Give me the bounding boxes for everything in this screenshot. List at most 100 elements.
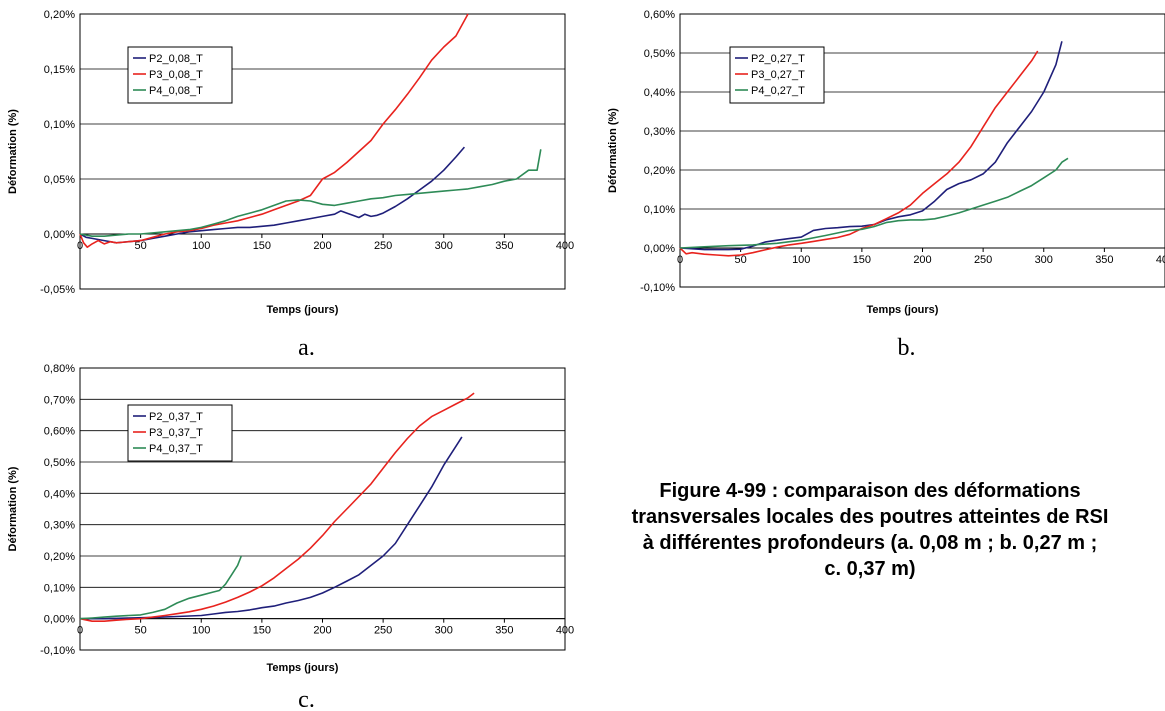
x-tick-label: 300 — [1035, 254, 1053, 266]
x-tick-label: 150 — [253, 625, 271, 637]
y-tick-label: 0,10% — [44, 119, 75, 131]
y-axis-ticks: -0,05% 0,00% 0,05% 0,10% 0,15% 0,20% — [40, 9, 75, 296]
x-tick-label: 400 — [556, 240, 574, 252]
legend-label: P2_0,08_T — [149, 53, 203, 65]
x-tick-label: 350 — [495, 625, 513, 637]
y-tick-label: 0,00% — [44, 614, 75, 626]
y-tick-label: -0,05% — [40, 284, 75, 296]
y-tick-label: 0,05% — [44, 174, 75, 186]
legend-box — [729, 46, 825, 104]
y-axis-ticks: -0,10% 0,00% 0,10% 0,20% 0,30% 0,40% 0,50% 0,60… — [40, 363, 75, 657]
legend-box — [127, 46, 233, 104]
x-axis-label: Temps (jours) — [267, 304, 339, 316]
y-tick-label: 0,30% — [644, 126, 675, 138]
series-lines — [79, 392, 475, 622]
y-tick-label: 0,00% — [644, 243, 675, 255]
x-tick-label: 200 — [313, 240, 331, 252]
y-tick-label: 0,00% — [44, 229, 75, 241]
series-line — [679, 41, 1063, 251]
y-axis-label: Déformation (%) — [7, 466, 19, 551]
y-tick-label: -0,10% — [40, 645, 75, 657]
chart-panel-c: -0,10% 0,00% 0,10% 0,20% 0,30% 0,40% 0,50% 0,60… — [7, 363, 574, 711]
plot-frame — [679, 13, 1165, 288]
legend-label: P3_0,27_T — [751, 69, 805, 81]
x-tick-label: 300 — [435, 625, 453, 637]
legend-label: P3_0,08_T — [149, 69, 203, 81]
caption-line-2: transversales locales des poutres attein… — [632, 506, 1109, 528]
series-line — [79, 392, 475, 622]
x-axis-ticks: 0 50 100 150 200 250 300 350 400 — [77, 618, 574, 637]
legend-label: P2_0,37_T — [149, 411, 203, 423]
x-tick-label: 0 — [77, 240, 83, 252]
y-tick-label: 0,50% — [644, 48, 675, 60]
legend: P2_0,08_T P3_0,08_T P4_0,08_T — [127, 46, 233, 104]
chart-panel-b: -0,10% 0,00% 0,10% 0,20% 0,30% 0,40% 0,50% 0,60… — [607, 9, 1165, 361]
x-axis-label: Temps (jours) — [267, 662, 339, 674]
panel-label-b: b. — [898, 335, 916, 361]
y-tick-label: 0,15% — [44, 64, 75, 76]
y-tick-label: 0,60% — [644, 9, 675, 21]
y-tick-label: 0,60% — [44, 426, 75, 438]
x-tick-label: 400 — [1156, 254, 1165, 266]
y-tick-label: 0,10% — [44, 582, 75, 594]
x-tick-label: 0 — [677, 254, 683, 266]
y-axis-ticks: -0,10% 0,00% 0,10% 0,20% 0,30% 0,40% 0,50% 0,60… — [640, 9, 675, 294]
panel-label-a: a. — [298, 335, 315, 361]
legend-label: P4_0,37_T — [149, 443, 203, 455]
series-line — [79, 13, 469, 248]
series-line — [80, 436, 463, 620]
y-tick-label: 0,20% — [44, 551, 75, 563]
series-line — [679, 50, 1039, 257]
y-tick-label: 0,30% — [44, 520, 75, 532]
caption-line-3: à différentes profondeurs (a. 0,08 m ; b… — [643, 532, 1098, 554]
legend-label: P3_0,37_T — [149, 427, 203, 439]
y-tick-label: 0,20% — [44, 9, 75, 21]
x-tick-label: 200 — [313, 625, 331, 637]
legend: P2_0,37_T P3_0,37_T P4_0,37_T — [127, 404, 233, 462]
x-tick-label: 100 — [192, 625, 210, 637]
legend-label: P4_0,27_T — [751, 85, 805, 97]
y-tick-label: 0,80% — [44, 363, 75, 375]
x-tick-label: 50 — [135, 625, 147, 637]
y-tick-label: 0,50% — [44, 457, 75, 469]
series-lines — [679, 41, 1069, 257]
y-tick-label: 0,20% — [644, 165, 675, 177]
caption-line-4: c. 0,37 m) — [824, 558, 915, 580]
y-tick-label: 0,10% — [644, 204, 675, 216]
x-tick-label: 300 — [435, 240, 453, 252]
x-tick-label: 100 — [192, 240, 210, 252]
x-tick-label: 250 — [974, 254, 992, 266]
x-axis-ticks: 0 50 100 150 200 250 300 350 400 — [77, 233, 574, 252]
x-tick-label: 0 — [77, 625, 83, 637]
plot-frame — [79, 13, 566, 290]
chart-panel-a: -0,05% 0,00% 0,05% 0,10% 0,15% 0,20% 0 50 100 15… — [7, 9, 574, 361]
y-axis-label: Déformation (%) — [7, 109, 19, 194]
x-tick-label: 50 — [735, 254, 747, 266]
x-tick-label: 350 — [495, 240, 513, 252]
y-tick-label: 0,40% — [44, 488, 75, 500]
x-tick-label: 250 — [374, 240, 392, 252]
caption-line-1: Figure 4-99 : comparaison des déformatio… — [659, 480, 1080, 502]
plot-frame — [79, 367, 566, 651]
x-tick-label: 150 — [253, 240, 271, 252]
series-lines — [79, 13, 542, 248]
series-line — [79, 555, 243, 620]
series-line — [679, 157, 1069, 249]
x-tick-label: 50 — [135, 240, 147, 252]
x-tick-label: 100 — [792, 254, 810, 266]
x-tick-label: 350 — [1095, 254, 1113, 266]
x-tick-label: 200 — [913, 254, 931, 266]
y-axis-label: Déformation (%) — [607, 108, 619, 193]
legend-label: P2_0,27_T — [751, 53, 805, 65]
x-tick-label: 250 — [374, 625, 392, 637]
legend-label: P4_0,08_T — [149, 85, 203, 97]
series-line — [79, 149, 542, 237]
legend: P2_0,27_T P3_0,27_T P4_0,27_T — [729, 46, 825, 104]
x-axis-label: Temps (jours) — [867, 304, 939, 316]
figure-caption: Figure 4-99 : comparaison des déformatio… — [632, 480, 1109, 580]
panel-label-c: c. — [298, 687, 315, 711]
y-tick-label: -0,10% — [640, 282, 675, 294]
x-axis-ticks: 0 50 100 150 200 250 300 350 400 — [677, 247, 1165, 266]
x-tick-label: 400 — [556, 625, 574, 637]
